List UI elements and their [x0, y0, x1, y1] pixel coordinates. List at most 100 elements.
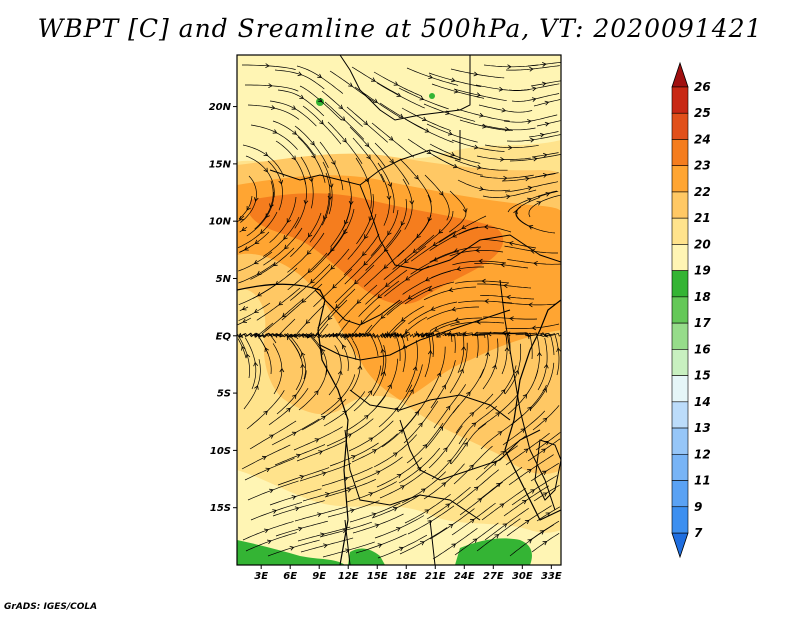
streamline-arrow [447, 330, 453, 336]
streamline-arrow [331, 160, 336, 166]
country-borders [237, 55, 561, 565]
streamline [237, 317, 252, 326]
lat-label: 15N [209, 159, 232, 170]
streamline-arrow [301, 298, 307, 303]
streamline-arrow [282, 312, 287, 318]
lon-label: 27E [483, 571, 504, 582]
streamline-arrow [256, 270, 262, 275]
streamline-arrow [507, 64, 512, 70]
streamline-arrow [542, 173, 548, 178]
streamline-arrow [531, 97, 537, 102]
streamline-arrow [317, 97, 323, 103]
streamline-arrow [387, 230, 392, 236]
streamline-arrow [501, 107, 507, 113]
streamline-arrow [473, 71, 479, 77]
streamline-arrow [368, 437, 374, 442]
streamline-arrow [239, 216, 244, 221]
streamline-arrow [466, 391, 471, 397]
streamline-arrow [447, 459, 452, 464]
streamline-arrow [531, 325, 537, 331]
streamline-arrow [542, 541, 548, 546]
colorbar-label: 7 [694, 526, 703, 540]
streamline-arrow [450, 152, 456, 157]
streamline-arrow [492, 364, 497, 370]
streamline-arrow [459, 368, 464, 374]
streamline-arrow [505, 194, 511, 200]
streamline-arrow [241, 305, 247, 311]
lon-label: 33E [541, 571, 562, 582]
streamlines [237, 62, 561, 560]
streamline-arrow [407, 295, 413, 300]
streamline-arrow [396, 474, 402, 479]
lon-label: 24E [454, 571, 475, 582]
streamline-arrow [541, 448, 546, 453]
streamline-arrow [354, 279, 359, 285]
streamline-arrow [291, 431, 297, 437]
colorbar-label: 23 [694, 159, 711, 173]
streamline-arrow [245, 353, 251, 359]
colorbar-box [671, 165, 689, 193]
streamline-arrow [453, 88, 459, 94]
colorbar: 26 25 24 23 22 21 20 19 18 17 16 15 14 13 12 11 9 7 [671, 61, 711, 559]
streamline-arrow [456, 266, 462, 271]
streamline-arrow [344, 220, 349, 225]
streamline-arrow [368, 216, 374, 222]
streamline-arrow [527, 539, 533, 544]
streamline-arrow [383, 264, 389, 269]
streamline-arrow [543, 363, 549, 369]
streamline-arrow [556, 347, 561, 353]
streamline-arrow [441, 482, 447, 487]
streamline-arrow [272, 509, 277, 514]
streamline-arrow [531, 86, 537, 92]
streamline-arrow [263, 151, 269, 157]
streamline-arrow [523, 448, 529, 453]
streamline-arrow [253, 361, 259, 367]
streamline [239, 306, 249, 312]
streamline-arrow [299, 94, 304, 99]
streamline-arrow [542, 62, 547, 67]
streamline-arrow [530, 248, 535, 254]
streamline-arrow [477, 498, 483, 503]
streamline-arrow [522, 393, 528, 399]
streamline-arrow [524, 519, 530, 525]
streamline-arrow [542, 417, 548, 423]
streamline-arrow [396, 527, 401, 532]
streamline-arrow [268, 83, 273, 89]
colorbar-label: 24 [694, 132, 711, 146]
streamline-arrow [328, 183, 334, 189]
lon-label: 12E [338, 571, 359, 582]
streamline-arrow [265, 467, 271, 473]
streamline-arrow [498, 86, 504, 92]
colorbar-label: 15 [694, 369, 711, 383]
streamline-arrow [432, 241, 438, 247]
streamline-arrow [350, 508, 355, 513]
streamline-arrow [524, 176, 530, 182]
streamline-arrow [263, 167, 268, 173]
streamline-arrow [514, 369, 520, 375]
colorbar-label: 12 [694, 447, 711, 461]
streamline-arrow [263, 528, 269, 534]
streamline-arrow [424, 509, 430, 514]
colorbar-box [671, 86, 689, 114]
streamline-arrow [427, 349, 433, 355]
streamline-arrow [419, 95, 425, 101]
streamline-arrow [305, 319, 311, 324]
streamline-arrow [377, 293, 382, 299]
chart-title: WBPT [C] and Sreamline at 500hPa, VT: 20… [37, 14, 763, 43]
streamline-arrow [272, 129, 278, 134]
streamline-arrow [424, 128, 430, 133]
streamline-arrow [244, 246, 249, 251]
colorbar-arrow-bottom [671, 532, 689, 559]
colorbar-box [671, 375, 689, 403]
streamline-arrow [242, 318, 248, 323]
streamline [238, 195, 253, 220]
streamline-arrow [291, 105, 297, 110]
streamline-arrow [278, 301, 283, 306]
streamline-arrow [416, 233, 421, 239]
streamline-arrow [485, 351, 491, 357]
colorbar-box [671, 217, 689, 245]
streamline-arrow [291, 155, 296, 161]
colorbar-box [671, 427, 689, 455]
latitude-axis: 20N 15N 10N 5N EQ 5S 10S 15S [209, 102, 237, 514]
